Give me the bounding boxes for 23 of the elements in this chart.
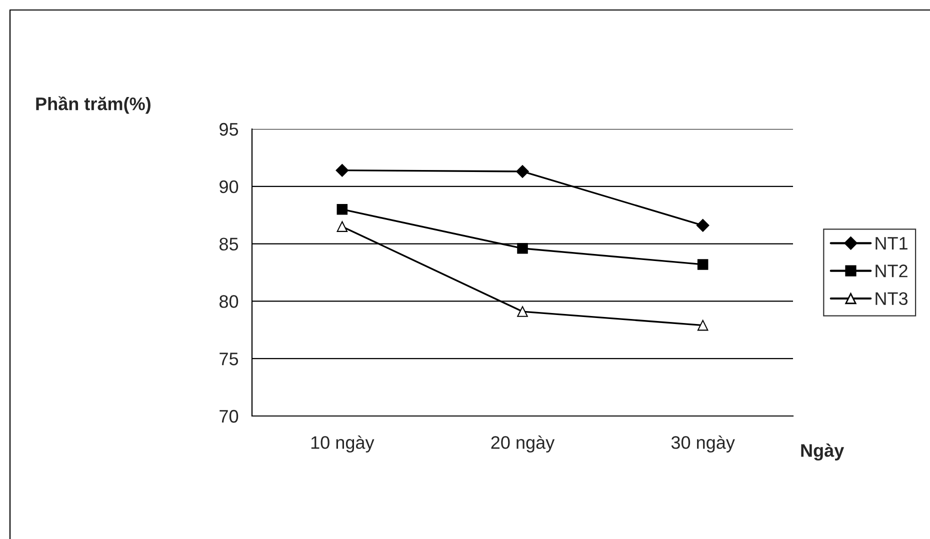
point (697, 320, 708, 331)
x-tick-label: 30 ngày (671, 435, 735, 452)
y-tick-label: 85 (220, 238, 238, 251)
legend-label: NT2 (876, 264, 908, 278)
y-tick-label: 90 (220, 180, 238, 194)
point (517, 243, 528, 254)
point (697, 259, 708, 270)
point (336, 204, 348, 215)
legend-label: NT3 (876, 292, 908, 306)
point (516, 165, 529, 178)
y-tick-label: 70 (220, 410, 238, 423)
y-axis-title: Phần trăm(%) (36, 96, 150, 114)
point (336, 164, 349, 177)
point (696, 219, 710, 232)
x-tick-label: 20 ngày (491, 435, 555, 452)
y-tick-label: 95 (220, 122, 238, 136)
legend-label: NT1 (876, 237, 908, 250)
x-tick-label: 10 ngày (311, 435, 374, 452)
y-tick-label: 75 (220, 352, 238, 366)
x-axis-title: Ngày (801, 443, 844, 461)
point (517, 306, 528, 317)
y-tick-label: 80 (220, 295, 238, 308)
point (336, 221, 348, 232)
